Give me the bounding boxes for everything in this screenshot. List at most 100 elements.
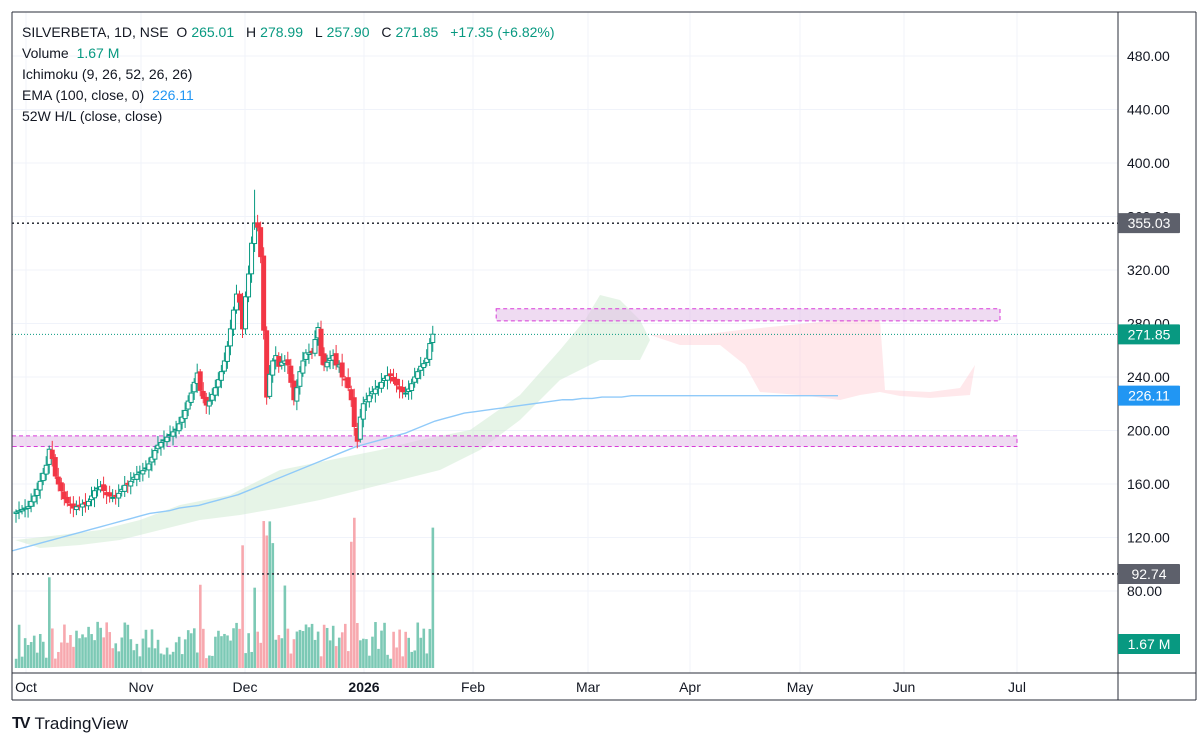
candle-body [34,488,40,496]
volume-bar [286,628,290,668]
candle-body [387,373,393,377]
symbol-label[interactable]: SILVERBETA, 1D, NSE [22,24,169,40]
candle-body [134,474,140,480]
volume-bar [153,648,157,668]
price-tick-label: 120.00 [1127,530,1170,546]
candle-body [188,392,194,403]
candle-body [197,371,203,391]
volume-bar [310,623,314,668]
volume-bar [208,655,211,668]
ichimoku-label: Ichimoku (9, 26, 52, 26, 26) [22,66,193,82]
volume-bar [41,641,45,668]
price-tick-label: 400.00 [1127,155,1170,171]
candle-body [249,242,255,275]
high-value: 278.99 [260,24,303,40]
ema-label: EMA (100, close, 0) [22,87,145,103]
volume-last-label: 1.67 M [1128,636,1171,652]
legend-symbol-row: SILVERBETA, 1D, NSE O 265.01 H 278.99 L 257… [22,24,555,40]
volume-bar [241,545,244,668]
legend-ema-row[interactable]: EMA (100, close, 0) 226.11 [22,85,559,106]
price-labels: 355.03 271.85 226.11 92.74 1.67 M [1118,213,1180,654]
legend-ichimoku-row[interactable]: Ichimoku (9, 26, 52, 26, 26) [22,64,559,85]
price-tick-label: 240.00 [1127,369,1170,385]
volume-bar [256,631,259,668]
candle-body [146,463,152,471]
volume-bar [144,629,148,668]
ema-line [11,395,838,552]
low-value: 257.90 [326,24,370,40]
volume-bar [189,633,193,668]
volume-bar [337,637,341,668]
volume-bar [17,624,21,668]
volume-bar [343,623,347,668]
candle-body [285,359,291,366]
volume-bar [356,623,359,668]
candle-body [300,360,306,374]
candle-body [49,449,55,460]
candle-body [267,373,273,397]
volume-bar [395,647,398,668]
volume-bar [353,517,356,668]
candle-body [348,389,354,401]
volume-bar [386,654,389,668]
grid [12,12,1118,673]
volume-bar [340,632,344,668]
candle-body [25,506,31,509]
candle-body [185,400,191,410]
volume-bar [362,638,365,668]
volume-bar [217,630,220,668]
volume-bar [96,621,99,668]
volume-bar [280,638,284,668]
time-tick-label: Apr [679,679,701,695]
candle-body [209,393,215,401]
volume-bar [214,636,217,668]
candle-body [227,328,233,347]
candle-body [31,495,37,503]
candle-body [37,480,43,491]
candle-body [366,395,372,403]
volume-bar [319,656,323,668]
volume-bar [45,657,48,668]
volume-bar [328,640,332,668]
volume-bar [419,637,423,668]
legend-volume-row[interactable]: Volume 1.67 M [22,43,559,64]
price-tick-label: 160.00 [1127,476,1170,492]
volume-bar [283,585,287,668]
volume-bar [102,637,105,668]
volume-bar [81,634,84,668]
volume-bar [289,653,293,668]
volume-bar [202,628,205,668]
volume-bar [268,521,272,668]
volume-bar [51,628,54,668]
volume-bar [211,655,214,668]
volume-bar [292,639,296,668]
volume-bar [196,652,199,668]
candle-body [360,403,366,420]
candle-body [424,357,430,363]
candle-body [318,328,324,357]
tradingview-brand[interactable]: TV TradingView [12,714,128,734]
candle-body [128,480,134,487]
volume-bar [359,640,362,668]
legend-52w-row[interactable]: 52W H/L (close, close) [22,106,559,127]
volume-bar [401,656,404,668]
volume-bar [174,642,178,668]
price-tick-label: 200.00 [1127,423,1170,439]
price-tick-label: 80.00 [1127,583,1162,599]
volume-bar [63,624,66,668]
volume-bar [223,633,226,668]
candle-body [122,484,128,492]
volume-bar [274,639,278,668]
volume-bar [220,636,223,668]
volume-bar [132,650,136,668]
candle-body [400,386,406,393]
volume-bar [422,628,426,668]
candle-body [403,392,409,395]
volume-bars [14,517,435,668]
volume-bar [371,636,374,668]
candle-body [321,353,327,366]
candle-body [243,296,249,330]
candle-body [421,363,427,369]
